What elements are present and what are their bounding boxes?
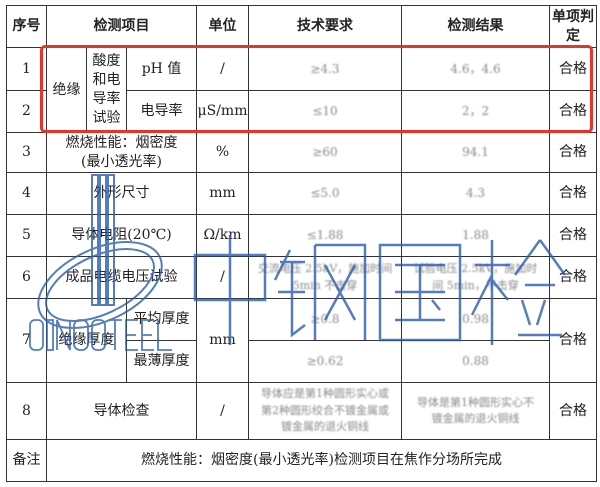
requirement-cell: ≤10: [248, 90, 402, 133]
table-row: 8 导体检查 / 导体应是第1种圆形实心或第2种圆形绞合不镀金属或镀金属的退火铜…: [6, 382, 597, 440]
remark-text: 燃烧性能：烟密度(最小透光率)检测项目在焦作分场所完成: [46, 439, 597, 482]
requirement-cell: ≥60: [248, 132, 402, 173]
seq-cell: 3: [6, 132, 47, 173]
remark-label: 备注: [6, 439, 47, 482]
item-cell: 燃烧性能：烟密度(最小透光率): [46, 132, 197, 173]
header-seq: 序号: [6, 5, 47, 48]
group-cell: 绝缘: [46, 47, 87, 133]
header-result: 检测结果: [401, 5, 550, 48]
table-row: 6 成品电缆电压试验 / 交流电压 2.5kV，施加时间 5min 不击穿 试验…: [6, 256, 597, 299]
result-cell: 94.1: [401, 132, 550, 173]
unit-cell: mm: [196, 298, 249, 383]
requirement-cell: ≥4.3: [248, 47, 402, 91]
result-cell: 2，2: [401, 90, 550, 133]
unit-cell: /: [196, 382, 249, 440]
subgroup-cell: 酸度和电导率试验: [86, 47, 127, 133]
item-cell: 导体电阻(20℃): [46, 214, 197, 257]
unit-cell: /: [196, 256, 249, 299]
verdict-cell: 合格: [549, 256, 597, 299]
table-row: 4 外形尺寸 mm ≤5.0 4.3 合格: [6, 172, 597, 215]
table-row: 2 电导率 μS/mm ≤10 2，2 合格: [6, 90, 597, 133]
result-cell: 0.98: [401, 298, 550, 341]
requirement-cell: ≤1.88: [248, 214, 402, 257]
seq-cell: 7: [6, 298, 47, 383]
verdict-cell: 合格: [549, 132, 597, 173]
header-unit: 单位: [196, 5, 249, 48]
result-cell: 试验电压 2.5kV，施加时间 5min，不击穿: [401, 256, 550, 299]
table-row: 5 导体电阻(20℃) Ω/km ≤1.88 1.88 合格: [6, 214, 597, 257]
result-cell: 0.88: [401, 340, 550, 383]
verdict-cell: 合格: [549, 382, 597, 440]
item-cell: pH 值: [126, 47, 197, 91]
unit-cell: /: [196, 47, 249, 91]
table-row: 7 绝缘厚度 平均厚度 mm ≥0.8 0.98 合格: [6, 298, 597, 383]
unit-cell: μS/mm: [196, 90, 249, 133]
item-cell: 成品电缆电压试验: [46, 256, 197, 299]
table-row: 1 绝缘 酸度和电导率试验 pH 值 / ≥4.3 4.6，4.6 合格: [6, 47, 597, 133]
result-cell: 导体是第1种圆形实心不镀金属的退火铜线: [401, 382, 550, 440]
item-cell: 绝缘厚度: [46, 298, 127, 383]
result-cell: 1.88: [401, 214, 550, 257]
requirement-cell: ≥0.8: [248, 298, 402, 341]
seq-cell: 4: [6, 172, 47, 215]
verdict-cell: 合格: [549, 47, 597, 91]
requirement-cell: ≤5.0: [248, 172, 402, 215]
seq-cell: 8: [6, 382, 47, 440]
verdict-cell: 合格: [549, 214, 597, 257]
table-row: 3 燃烧性能：烟密度(最小透光率) % ≥60 94.1 合格: [6, 132, 597, 173]
seq-cell: 5: [6, 214, 47, 257]
result-cell: 4.3: [401, 172, 550, 215]
item-cell: 外形尺寸: [46, 172, 197, 215]
verdict-cell: 合格: [549, 298, 597, 383]
header-verdict: 单项判定: [549, 5, 597, 48]
remark-row: 备注 燃烧性能：烟密度(最小透光率)检测项目在焦作分场所完成: [6, 439, 597, 482]
item-cell: 电导率: [126, 90, 197, 133]
header-requirement: 技术要求: [248, 5, 402, 48]
unit-cell: Ω/km: [196, 214, 249, 257]
table-header: 序号 检测项目 单位 技术要求 检测结果 单项判定: [6, 5, 597, 48]
header-item: 检测项目: [46, 5, 197, 48]
unit-cell: mm: [196, 172, 249, 215]
requirement-cell: 导体应是第1种圆形实心或第2种圆形绞合不镀金属或镀金属的退火铜线: [248, 382, 402, 440]
seq-cell: 2: [6, 90, 47, 133]
test-results-table: 序号 检测项目 单位 技术要求 检测结果 单项判定 1 绝缘 酸度和电导率试验 …: [6, 5, 597, 482]
verdict-cell: 合格: [549, 172, 597, 215]
subitem-cell: 平均厚度: [126, 298, 197, 341]
verdict-cell: 合格: [549, 90, 597, 133]
requirement-cell: ≥0.62: [248, 340, 402, 383]
seq-cell: 6: [6, 256, 47, 299]
item-cell: 导体检查: [46, 382, 197, 440]
result-cell: 4.6，4.6: [401, 47, 550, 91]
unit-cell: %: [196, 132, 249, 173]
subitem-cell: 最薄厚度: [126, 340, 197, 383]
requirement-cell: 交流电压 2.5kV，施加时间 5min 不击穿: [248, 256, 402, 299]
seq-cell: 1: [6, 47, 47, 91]
